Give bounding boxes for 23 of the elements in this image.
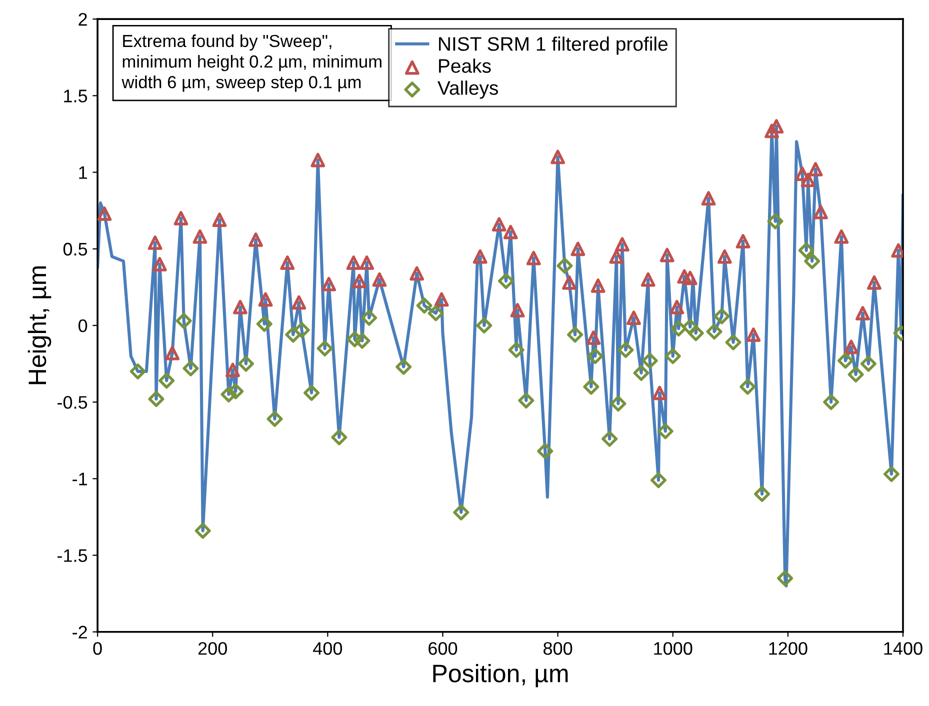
y-tick-label: -2 <box>72 626 87 638</box>
y-tick-label: -1.5 <box>58 549 88 562</box>
y-tick-label: 0 <box>78 319 88 332</box>
y-tick-label: -1 <box>72 472 87 486</box>
x-tick-label: 1400 <box>884 642 922 655</box>
y-tick-label: 1 <box>79 166 87 179</box>
x-tick-label: 400 <box>313 642 342 655</box>
x-tick-label: 800 <box>544 642 572 655</box>
x-tick-label: 1000 <box>654 642 692 655</box>
x-tick-label: 200 <box>198 642 227 655</box>
legend-label: Peaks <box>439 58 491 73</box>
legend-label: Valleys <box>438 80 498 99</box>
y-tick-label: 0.5 <box>63 242 88 256</box>
y-tick-label: -0.5 <box>58 396 88 409</box>
annotation: Extrema found by "Sweep", minimum height 0.2 µm, minimum width 6 µm, sweep step 0.1 µm <box>122 34 382 92</box>
y-axis-title: Height, µm <box>28 266 52 384</box>
x-tick-label: 0 <box>93 642 102 655</box>
y-tick-label: 1.5 <box>64 90 88 102</box>
x-tick-label: 1200 <box>769 642 808 655</box>
x-tick-label: 600 <box>428 642 458 655</box>
legend-label: NIST SRM 1 filtered profile <box>439 36 668 55</box>
y-tick-label: 2 <box>78 12 87 26</box>
x-axis-title: Position, µm <box>433 664 568 688</box>
